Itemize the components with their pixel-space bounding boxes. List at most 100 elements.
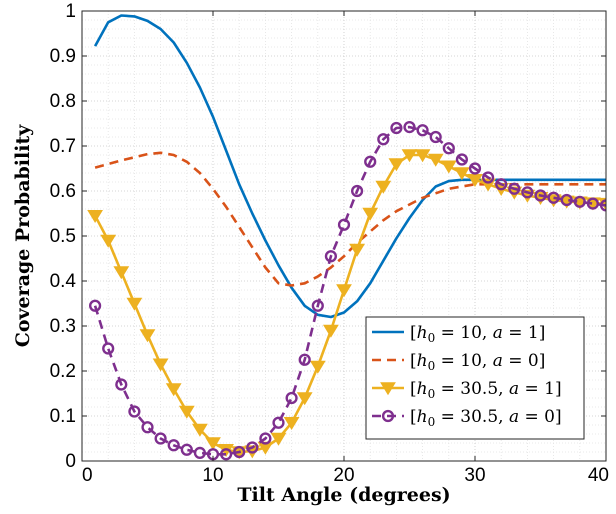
legend-box: [365, 316, 585, 440]
legend-entry-1: [h0 = 10, a = 1]: [372, 323, 545, 345]
marker-circle: [167, 439, 180, 452]
series-layer: [87, 14, 606, 461]
x-axis-title: Tilt Angle (degrees): [237, 484, 450, 506]
marker-circle: [377, 133, 390, 146]
marker-circle: [220, 448, 233, 461]
marker-triangle: [454, 167, 470, 181]
marker-circle: [324, 250, 338, 263]
marker-triangle: [427, 153, 444, 167]
marker-triangle: [336, 284, 352, 298]
legend-label: [h0 = 30.5, a = 1]: [410, 379, 562, 401]
marker-circle: [390, 121, 403, 135]
marker-circle: [560, 193, 573, 207]
marker-circle: [337, 218, 351, 231]
marker-triangle: [192, 423, 208, 437]
marker-circle: [521, 186, 534, 199]
marker-triangle: [375, 180, 392, 194]
marker-triangle: [414, 149, 431, 163]
y-tick-label: 0.6: [50, 181, 76, 202]
y-tick-label: 0.8: [50, 91, 76, 112]
marker-circle: [403, 120, 416, 134]
y-tick-label: 0: [65, 451, 76, 472]
marker-triangle: [362, 207, 379, 221]
x-tick-label: 10: [202, 465, 223, 486]
marker-triangle: [113, 266, 130, 280]
y-tick-label: 0.4: [50, 271, 77, 292]
marker-triangle: [296, 392, 313, 406]
tick-labels: 0 10 20 30 40 0 0.1 0.2 0.3 0.4 0.5 0.6 0.7 0.8 0.9 1: [50, 1, 609, 486]
marker-triangle: [309, 360, 326, 374]
series-line: [93, 125, 606, 456]
marker-triangle: [165, 383, 182, 397]
legend-entry-2: [h0 = 10, a = 0]: [372, 351, 545, 373]
marker-circle: [298, 353, 311, 366]
x-tick-label: 30: [464, 465, 485, 486]
marker-circle: [272, 416, 285, 429]
ticks: [81, 10, 607, 462]
y-tick-label: 0.7: [50, 136, 76, 157]
marker-circle: [364, 155, 377, 168]
marker-circle: [429, 130, 442, 144]
y-axis-title: Coverage Probability: [12, 124, 34, 348]
marker-circle: [141, 421, 154, 434]
legend: [h0 = 10, a = 1] [h0 = 10, a = 0] [h0 = 30…: [365, 316, 585, 440]
marker-circle: [259, 432, 272, 445]
series-line: [94, 151, 606, 287]
marker-triangle: [401, 149, 418, 163]
marker-circle: [115, 378, 128, 391]
marker-triangle: [388, 158, 405, 172]
marker-triangle: [270, 432, 287, 446]
marker-circle: [381, 409, 395, 423]
marker-circle: [246, 441, 259, 454]
marker-circle: [495, 178, 508, 191]
y-tick-label: 0.9: [50, 46, 76, 67]
marker-circle: [416, 124, 429, 137]
marker-circle: [88, 299, 102, 312]
x-tick-label: 20: [333, 465, 354, 486]
marker-circle: [102, 342, 115, 355]
marker-circle: [154, 432, 167, 445]
marker-triangle: [380, 382, 396, 396]
y-tick-label: 0.1: [50, 406, 76, 427]
series-1: [93, 14, 606, 319]
marker-circle: [534, 189, 547, 202]
marker-triangle: [126, 297, 143, 311]
x-tick-label: 40: [588, 465, 609, 486]
marker-circle: [547, 191, 560, 204]
marker-triangle: [349, 243, 365, 257]
marker-triangle: [139, 329, 156, 343]
marker-circle: [455, 153, 469, 166]
legend-label: [h0 = 30.5, a = 0]: [410, 407, 562, 429]
y-tick-label: 1: [65, 1, 76, 22]
marker-triangle: [440, 160, 457, 174]
marker-triangle: [205, 437, 221, 451]
y-tick-label: 0.3: [50, 316, 76, 337]
marker-triangle: [100, 234, 117, 248]
marker-circle: [233, 445, 246, 459]
marker-circle: [193, 446, 207, 460]
marker-circle: [573, 195, 586, 208]
series-2: [94, 151, 606, 287]
marker-triangle: [87, 210, 103, 224]
series-line: [93, 153, 606, 454]
marker-circle: [311, 299, 324, 312]
y-tick-label: 0.5: [50, 226, 76, 247]
legend-label: [h0 = 10, a = 0]: [410, 351, 545, 373]
marker-circle: [482, 171, 495, 184]
marker-circle: [285, 391, 298, 405]
marker-circle: [128, 405, 141, 418]
series-line: [93, 14, 606, 319]
marker-circle: [468, 162, 482, 175]
marker-circle: [351, 184, 364, 198]
marker-circle: [180, 443, 193, 456]
legend-entry-3: [h0 = 30.5, a = 1]: [372, 379, 562, 401]
marker-circle: [508, 182, 521, 195]
y-tick-label: 0.2: [50, 361, 76, 382]
marker-triangle: [152, 358, 169, 372]
marker-triangle: [178, 405, 195, 419]
marker-circle: [442, 142, 455, 155]
series-4: [88, 120, 606, 461]
marker-circle: [586, 197, 600, 210]
legend-entry-4: [h0 = 30.5, a = 0]: [372, 407, 562, 429]
